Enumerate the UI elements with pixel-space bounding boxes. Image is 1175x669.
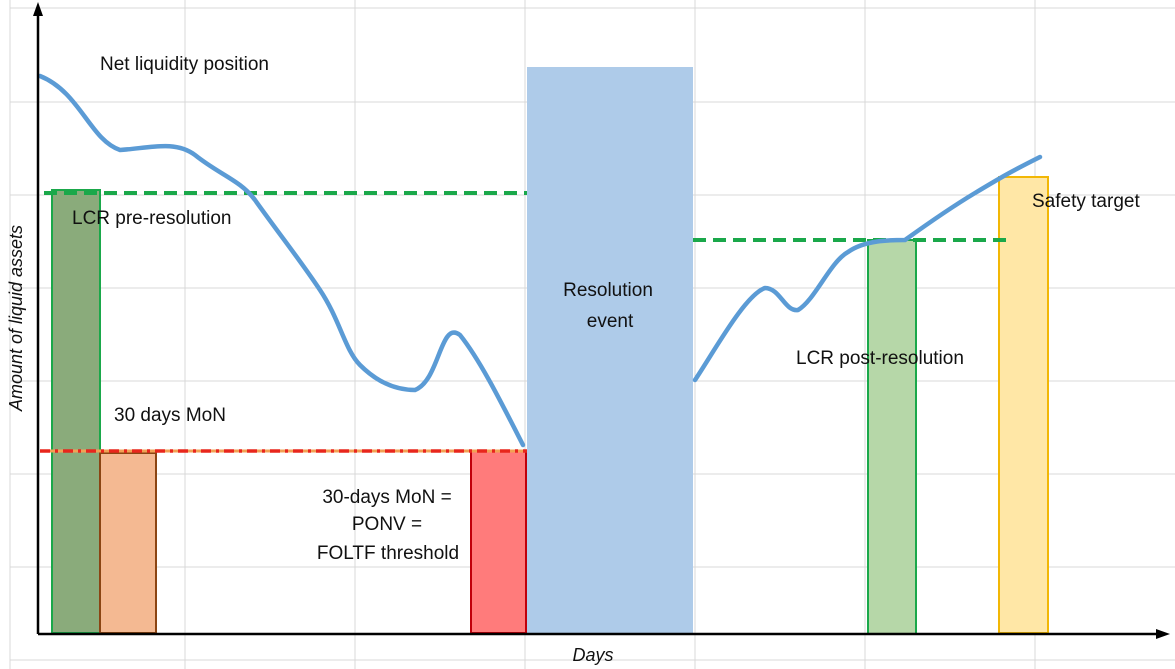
liquidity-curve-pre — [37, 73, 526, 448]
resolution-event-label-line2: event — [587, 311, 634, 332]
lcr-post-resolution-label: LCR post-resolution — [796, 348, 964, 369]
safety-target-bar — [998, 176, 1049, 634]
lcr-post-resolution-bar — [867, 239, 917, 635]
resolution-event-label-line1: Resolution — [563, 280, 653, 301]
x-axis-title: Days — [572, 645, 613, 665]
safety-target-label: Safety target — [1032, 191, 1140, 212]
mon-bar — [99, 452, 157, 634]
threshold-label-line1: 30-days MoN = — [322, 487, 451, 508]
liquidity-curve-post — [692, 154, 1043, 383]
thirty-days-mon-label: 30 days MoN — [114, 405, 226, 426]
threshold-label-line3: FOLTF threshold — [317, 543, 459, 564]
axes — [33, 2, 1170, 639]
x-axis-arrow — [1156, 629, 1170, 639]
threshold-bar — [470, 450, 527, 634]
net-liquidity-position-label: Net liquidity position — [100, 54, 269, 75]
y-axis-title: Amount of liquid assets — [6, 225, 26, 412]
y-axis-arrow — [33, 2, 43, 16]
resolution-event-block — [527, 67, 693, 634]
lcr-pre-resolution-label: LCR pre-resolution — [72, 208, 231, 229]
threshold-label-line2: PONV = — [352, 514, 422, 535]
lcr-pre-resolution-bar — [51, 189, 101, 634]
